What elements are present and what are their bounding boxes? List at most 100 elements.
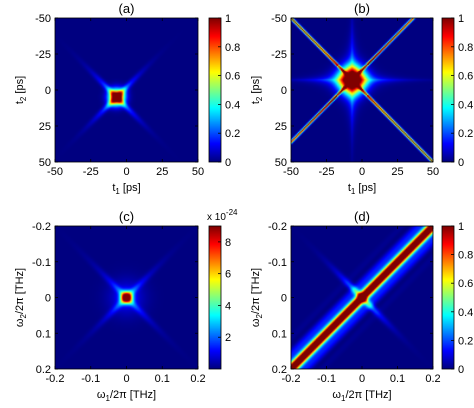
x-axis-label-base: ω — [97, 389, 106, 401]
y-tick-label: 0 — [45, 85, 51, 97]
colorbar-tick-label: 0 — [225, 157, 231, 169]
colorbar-tick-label: 6 — [225, 269, 231, 281]
colorbar-gradient — [209, 226, 221, 369]
x-tick-label: 25 — [156, 166, 168, 178]
panel-label: (a) — [119, 1, 135, 16]
y-axis-label: ω2/2π [THz] — [14, 268, 28, 327]
y-axis-label-sub: 2 — [19, 313, 28, 318]
colorbar-tick-label: 0.8 — [458, 42, 473, 54]
y-axis-label: t2 [ps] — [14, 76, 28, 104]
y-axis-label-unit: [ps] — [250, 76, 262, 97]
colorbar-tick-label: 0.4 — [225, 99, 240, 111]
colorbar-tick-label: 4 — [225, 300, 231, 312]
colorbar-tick-label: 8 — [225, 237, 231, 249]
colorbar-tick-label: 0.4 — [458, 99, 473, 111]
x-axis-label-unit: /2π [THz] — [345, 389, 391, 401]
x-tick-label: 50 — [192, 166, 204, 178]
colorbar-tick-label: 1 — [458, 221, 464, 233]
y-tick-label: -0.2 — [32, 221, 51, 233]
x-tick-label: 0.2 — [190, 373, 205, 385]
panel-c: (c)-0.2 -0.1 0 0.1 0.2-0.2-0.100.10.2ω1/2π [… — [14, 208, 238, 403]
x-tick-label: 0.2 — [425, 373, 440, 385]
y-tick-label: -0.1 — [268, 257, 287, 269]
x-tick-label: 0.1 — [155, 373, 170, 385]
colorbar-frame — [208, 225, 222, 370]
y-tick-label: -50 — [271, 13, 287, 25]
colorbar-tick-label: 0.6 — [458, 71, 473, 83]
panel-label: (d) — [354, 209, 370, 224]
x-tick-label: 25 — [391, 166, 403, 178]
x-tick-label: 0.1 — [390, 373, 405, 385]
colorbar-exponent-base: x 10 — [207, 212, 226, 223]
y-tick-label: -0.1 — [32, 257, 51, 269]
y-tick-label: 0.1 — [36, 328, 51, 340]
y-tick-label: -0.2 — [268, 221, 287, 233]
colorbar-tick-label: 0 — [458, 364, 464, 376]
colorbar-tick-label: 0.4 — [458, 307, 473, 319]
x-axis-label: t1 [ps] — [348, 182, 376, 196]
y-tick-label: 0 — [281, 85, 287, 97]
colorbar-tick-label: 0.8 — [458, 250, 473, 262]
x-tick-label: -0.1 — [81, 373, 100, 385]
y-tick-label: 25 — [275, 121, 287, 133]
x-axis-label-base: ω — [332, 389, 341, 401]
x-tick-label: -0.2 — [282, 373, 301, 385]
x-tick-label: -0.1 — [317, 373, 336, 385]
colorbar-tick-label: 0.2 — [225, 128, 240, 140]
x-axis-label-sub: 1 — [115, 187, 120, 196]
colorbar-tick-label: 0.6 — [458, 278, 473, 290]
colorbar-tick-label: 0.2 — [458, 335, 473, 347]
colorbar-frame — [441, 17, 455, 163]
x-axis-label-base: t — [112, 182, 115, 194]
colorbar-gradient — [209, 18, 221, 162]
heatmap-image — [291, 226, 433, 369]
y-tick-label: 0.1 — [272, 328, 287, 340]
colorbar-tick-label: 2 — [225, 332, 231, 344]
x-axis-label: ω1/2π [THz] — [97, 389, 156, 403]
colorbar-tick-label: 1 — [458, 13, 464, 25]
y-axis-label-unit: [ps] — [14, 76, 26, 97]
panel-label: (b) — [354, 1, 370, 16]
y-axis-label: t2 [ps] — [250, 76, 264, 104]
x-tick-label: -0.2 — [46, 373, 65, 385]
colorbar-tick-label: 0.6 — [225, 71, 240, 83]
y-tick-label: 25 — [39, 121, 51, 133]
x-axis-label-unit: /2π [THz] — [110, 389, 156, 401]
colorbar-frame — [441, 225, 455, 370]
y-tick-label: 0.2 — [272, 364, 287, 376]
x-tick-label: 0 — [359, 373, 365, 385]
colorbar-gradient — [442, 18, 454, 162]
y-tick-label: 50 — [275, 157, 287, 169]
y-axis-label-sub: 2 — [255, 313, 264, 318]
colorbar-tick-label: 0 — [458, 157, 464, 169]
y-axis-label-unit: /2π [THz] — [14, 268, 26, 314]
y-axis-label-sub: 2 — [255, 96, 264, 101]
colorbar-tick-label: 0.8 — [225, 42, 240, 54]
y-axis-label-base: t — [250, 101, 262, 104]
y-tick-label: -50 — [35, 13, 51, 25]
x-tick-label: -25 — [319, 166, 335, 178]
y-axis-label-base: ω — [250, 318, 262, 327]
x-tick-label: -25 — [83, 166, 99, 178]
x-axis-label: ω1/2π [THz] — [332, 389, 391, 403]
heatmap-image — [55, 18, 198, 162]
x-tick-label: -50 — [47, 166, 63, 178]
panel-d: (d)-0.2 -0.1 0 0.1 0.2-0.2-0.100.10.2ω1/2π [… — [250, 209, 473, 403]
x-tick-label: 0 — [359, 166, 365, 178]
y-axis-label: ω2/2π [THz] — [250, 268, 264, 327]
heatmap-image — [291, 18, 433, 162]
x-tick-label: -50 — [283, 166, 299, 178]
colorbar-exponent: x 10-24 — [207, 208, 238, 223]
x-tick-label: 50 — [427, 166, 439, 178]
y-axis-label-unit: /2π [THz] — [250, 268, 262, 314]
colorbar-exponent-power: -24 — [226, 208, 238, 217]
x-tick-label: 0 — [123, 373, 129, 385]
y-axis-label-base: t — [14, 101, 26, 104]
x-axis-label-unit: [ps] — [355, 182, 376, 194]
x-axis-label: t1 [ps] — [112, 182, 140, 196]
y-axis-label-base: ω — [14, 318, 26, 327]
x-axis-label-sub: 1 — [341, 394, 346, 403]
colorbar-frame — [208, 17, 222, 163]
